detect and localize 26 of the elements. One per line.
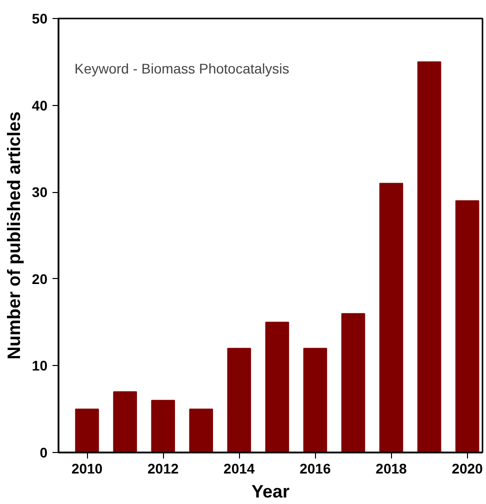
bar — [75, 408, 99, 452]
bar — [227, 348, 252, 452]
x-tick-label: 2010 — [71, 460, 103, 476]
bar — [151, 400, 175, 452]
bar — [303, 348, 328, 452]
y-axis-title: Number of published articles — [4, 111, 24, 360]
x-tick-label: 2020 — [452, 460, 484, 476]
bar — [379, 182, 404, 452]
bar — [341, 313, 366, 452]
annotation: Keyword - Biomass Photocatalysis — [74, 60, 290, 76]
bar — [455, 200, 480, 452]
y-tick-label: 30 — [32, 184, 48, 200]
y-tick-label: 20 — [32, 270, 48, 287]
x-tick-label: 2018 — [376, 460, 408, 476]
x-tick-label: 2014 — [224, 460, 255, 476]
bar — [417, 61, 442, 452]
y-tick-label: 10 — [32, 358, 48, 374]
x-tick-label: 2016 — [300, 460, 331, 476]
y-tick-label: 0 — [40, 444, 48, 460]
bar — [265, 322, 290, 452]
bar — [113, 391, 137, 452]
y-tick-label: 40 — [32, 97, 48, 114]
x-axis-title: Year — [251, 482, 290, 502]
x-tick-label: 2012 — [148, 460, 179, 476]
y-tick-label: 50 — [32, 10, 48, 26]
bar — [189, 408, 214, 452]
